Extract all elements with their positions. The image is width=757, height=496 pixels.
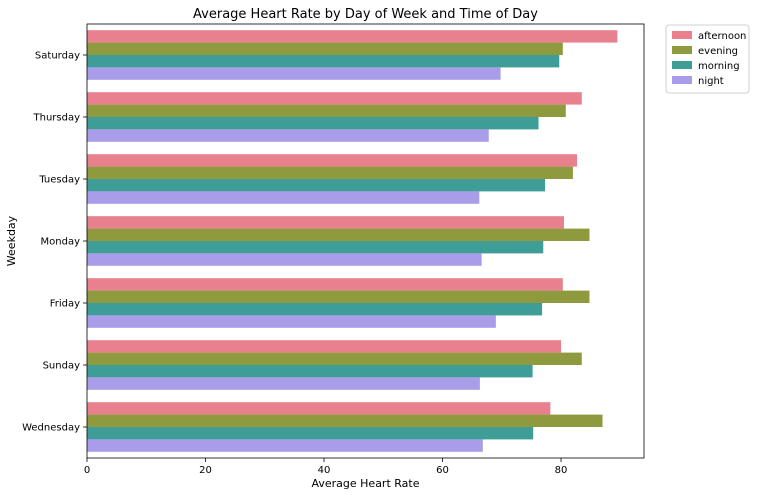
bar-sunday-morning (87, 365, 533, 378)
bar-tuesday-night (87, 191, 480, 204)
bar-tuesday-morning (87, 179, 546, 192)
bar-monday-evening (87, 228, 590, 241)
y-tick-label: Sunday (43, 361, 80, 372)
legend-swatch-evening (672, 46, 692, 54)
bar-monday-afternoon (87, 216, 565, 229)
y-tick-label: Thursday (33, 113, 81, 124)
bar-sunday-night (87, 377, 480, 390)
x-tick-label: 20 (199, 465, 212, 476)
legend-label-morning: morning (698, 61, 740, 72)
y-axis-ticks: Saturday Thursday Tuesday Monday Friday Sunda… (22, 51, 87, 434)
x-tick-label: 60 (436, 465, 449, 476)
bar-saturday-afternoon (87, 30, 618, 43)
bar-friday-afternoon (87, 278, 563, 291)
plot-frame (86, 23, 645, 459)
x-tick-label: 40 (318, 465, 331, 476)
y-tick-label: Wednesday (22, 423, 80, 434)
bar-monday-morning (87, 241, 544, 254)
legend-label-night: night (698, 76, 724, 87)
y-tick-label: Tuesday (38, 175, 80, 186)
bar-saturday-morning (87, 55, 560, 68)
bar-wednesday-morning (87, 427, 534, 440)
bar-thursday-afternoon (87, 92, 582, 105)
bar-wednesday-evening (87, 414, 603, 427)
y-tick-label: Saturday (35, 51, 80, 62)
x-axis-ticks: 0 20 40 60 80 (84, 458, 568, 476)
legend-label-evening: evening (698, 46, 738, 57)
bar-monday-night (87, 253, 482, 266)
y-axis-label: Weekday (5, 215, 18, 266)
bar-sunday-evening (87, 352, 582, 365)
bar-tuesday-evening (87, 166, 573, 179)
bar-saturday-evening (87, 42, 563, 55)
bar-friday-night (87, 315, 496, 328)
bar-friday-morning (87, 303, 543, 316)
x-tick-label: 0 (84, 465, 90, 476)
x-axis-label: Average Heart Rate (311, 477, 419, 490)
chart-title: Average Heart Rate by Day of Week and Ti… (193, 7, 538, 22)
legend-label-afternoon: afternoon (698, 31, 746, 42)
bar-friday-evening (87, 290, 590, 303)
legend-swatch-night (672, 76, 692, 84)
y-tick-label: Friday (50, 299, 80, 310)
x-tick-label: 80 (555, 465, 568, 476)
legend-swatch-afternoon (672, 31, 692, 39)
bar-thursday-morning (87, 117, 539, 130)
bar-saturday-night (87, 67, 501, 80)
bar-wednesday-night (87, 439, 483, 452)
bar-wednesday-afternoon (87, 402, 551, 415)
bar-sunday-afternoon (87, 340, 562, 353)
legend: afternoon evening morning night (665, 24, 750, 94)
bar-tuesday-afternoon (87, 154, 578, 167)
bar-thursday-night (87, 129, 489, 142)
bars-group (87, 30, 618, 452)
bar-thursday-evening (87, 104, 566, 117)
legend-swatch-morning (672, 61, 692, 69)
y-tick-label: Monday (41, 237, 81, 248)
